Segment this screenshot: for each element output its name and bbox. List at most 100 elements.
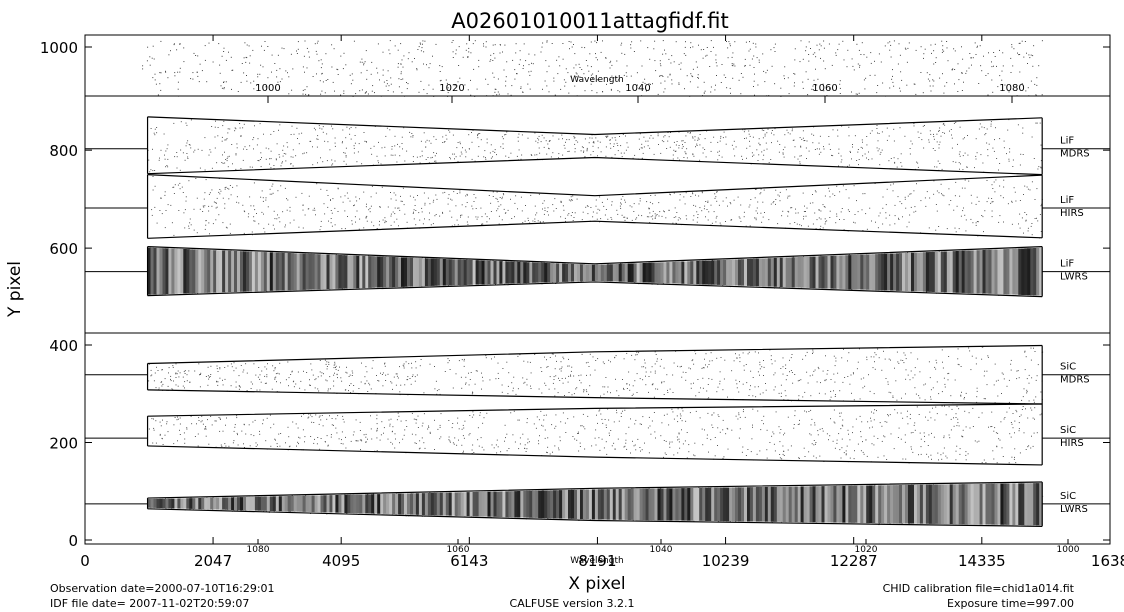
noise-dot — [415, 361, 417, 363]
noise-dot — [270, 158, 272, 160]
noise-dot — [629, 205, 631, 207]
noise-dot — [1040, 144, 1042, 146]
noise-dot — [574, 148, 576, 150]
noise-dot — [427, 197, 429, 199]
noise-dot — [449, 131, 451, 133]
noise-dot — [210, 151, 212, 153]
noise-dot — [590, 83, 592, 85]
noise-dot — [342, 443, 344, 445]
noise-dot — [342, 129, 344, 131]
noise-dot — [672, 222, 674, 224]
noise-dot — [546, 40, 548, 42]
noise-dot — [692, 359, 694, 361]
noise-dot — [828, 190, 830, 192]
noise-dot — [320, 67, 322, 69]
noise-dot — [830, 390, 832, 392]
noise-dot — [274, 228, 275, 230]
noise-dot — [522, 91, 524, 93]
noise-dot — [987, 355, 989, 357]
noise-dot — [965, 230, 967, 232]
noise-dot — [314, 209, 316, 211]
noise-dot — [498, 215, 500, 217]
noise-dot — [587, 361, 589, 363]
noise-dot — [318, 125, 320, 127]
noise-dot — [394, 135, 396, 137]
noise-dot — [219, 64, 221, 66]
noise-dot — [586, 205, 588, 207]
noise-dot — [941, 51, 943, 53]
noise-dot — [223, 81, 225, 83]
noise-dot — [232, 69, 234, 71]
noise-dot — [790, 370, 792, 371]
noise-dot — [347, 216, 348, 217]
noise-dot — [654, 218, 656, 219]
noise-dot — [502, 138, 504, 140]
noise-dot — [609, 139, 611, 141]
noise-dot — [727, 57, 729, 59]
noise-dot — [158, 387, 160, 389]
noise-dot — [486, 216, 488, 218]
aperture-speckle — [147, 119, 1042, 173]
noise-dot — [669, 146, 671, 148]
noise-dot — [515, 43, 517, 45]
noise-dot — [642, 379, 644, 381]
noise-dot — [289, 222, 291, 224]
noise-dot — [562, 43, 564, 44]
noise-dot — [620, 198, 622, 200]
noise-dot — [253, 205, 255, 207]
noise-dot — [474, 383, 476, 385]
noise-dot — [302, 89, 304, 91]
noise-dot — [463, 358, 465, 360]
noise-dot — [238, 375, 240, 377]
noise-dot — [617, 438, 619, 440]
noise-dot — [394, 154, 396, 156]
noise-dot — [781, 215, 783, 217]
noise-dot — [280, 185, 282, 187]
noise-dot — [755, 46, 757, 48]
noise-dot — [808, 411, 810, 412]
noise-dot — [646, 201, 648, 203]
noise-dot — [309, 140, 311, 142]
noise-dot — [333, 367, 335, 369]
noise-dot — [1013, 458, 1015, 460]
noise-dot — [968, 180, 970, 182]
noise-dot — [272, 224, 274, 226]
noise-dot — [631, 395, 633, 396]
noise-dot — [308, 56, 310, 58]
noise-dot — [834, 396, 836, 397]
noise-dot — [584, 47, 586, 49]
noise-dot — [428, 67, 430, 69]
noise-dot — [685, 372, 687, 373]
noise-dot — [420, 43, 422, 45]
noise-dot — [632, 157, 634, 159]
noise-dot — [542, 88, 543, 90]
noise-dot — [609, 67, 611, 69]
noise-dot — [897, 196, 899, 198]
noise-dot — [313, 127, 315, 129]
noise-dot — [1019, 54, 1021, 55]
noise-dot — [333, 48, 335, 50]
noise-dot — [941, 405, 943, 407]
noise-dot — [613, 146, 615, 147]
noise-dot — [236, 415, 238, 417]
noise-dot — [785, 189, 787, 191]
noise-dot — [814, 422, 816, 424]
noise-dot — [996, 65, 997, 67]
noise-dot — [727, 396, 728, 398]
noise-dot — [413, 209, 415, 211]
noise-dot — [556, 59, 558, 61]
noise-dot — [446, 138, 448, 140]
noise-dot — [341, 380, 343, 382]
noise-dot — [287, 146, 289, 148]
noise-dot — [953, 425, 955, 427]
noise-dot — [770, 159, 772, 160]
noise-dot — [316, 73, 317, 75]
noise-dot — [297, 48, 299, 50]
noise-dot — [231, 88, 232, 90]
noise-dot — [380, 372, 381, 374]
noise-dot — [371, 438, 373, 440]
noise-dot — [892, 395, 894, 397]
noise-dot — [883, 350, 884, 352]
noise-dot — [631, 41, 633, 43]
noise-dot — [285, 379, 287, 381]
